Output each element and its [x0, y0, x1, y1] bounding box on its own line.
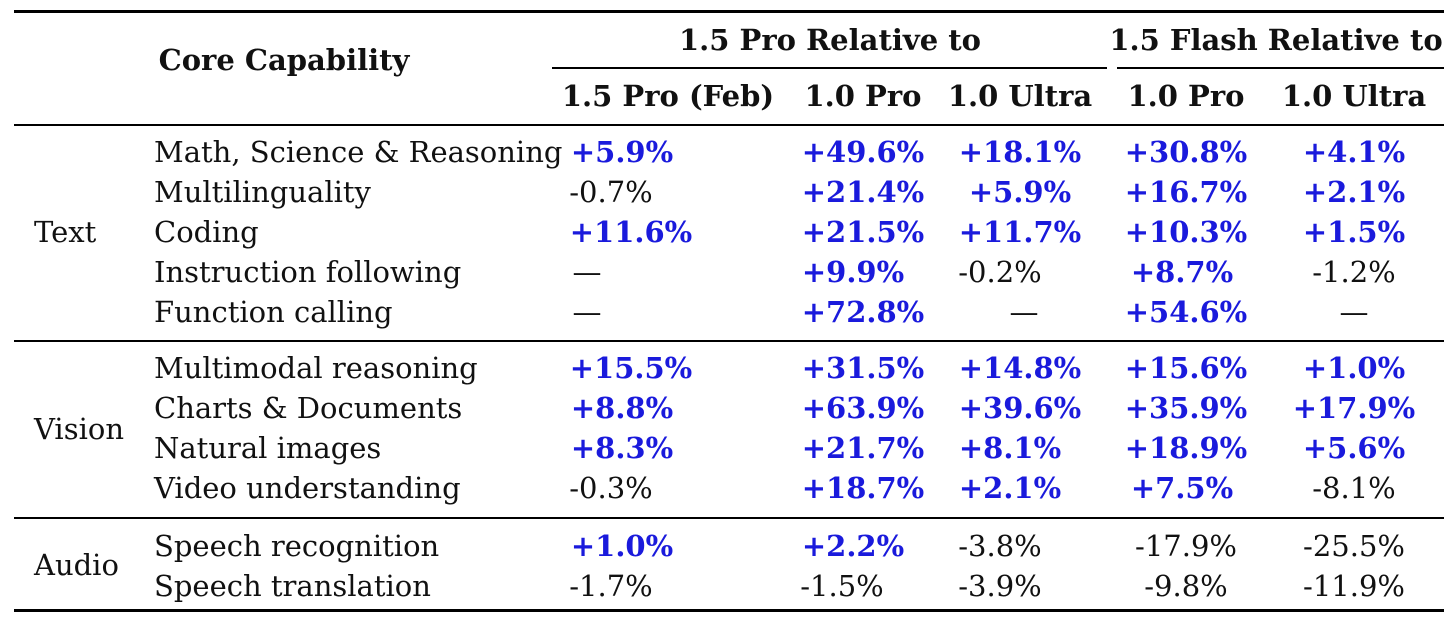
value-cell: -0.2%	[958, 255, 1042, 289]
value-cell: +9.9%	[801, 255, 905, 289]
capability-label: Video understanding	[154, 471, 461, 505]
value-cell: +15.6%	[1124, 351, 1248, 385]
group-flash-underline	[1117, 67, 1444, 69]
value-cell: +1.0%	[1302, 351, 1406, 385]
group-pro-underline	[552, 67, 1107, 69]
value-cell: —	[1339, 295, 1369, 329]
column-header: 1.0 Ultra	[947, 79, 1093, 113]
value-cell: +1.5%	[1302, 215, 1406, 249]
group-header-flash: 1.5 Flash Relative to	[1109, 23, 1443, 57]
capability-label: Charts & Documents	[154, 391, 463, 425]
value-cell: +18.9%	[1124, 431, 1248, 465]
value-cell: -1.7%	[569, 569, 653, 603]
value-cell: +30.8%	[1124, 135, 1248, 169]
value-cell: +21.7%	[801, 431, 925, 465]
capability-label: Multimodal reasoning	[154, 351, 478, 385]
value-cell: +49.6%	[801, 135, 925, 169]
value-cell: —	[572, 255, 602, 289]
capability-label: Math, Science & Reasoning	[154, 135, 563, 169]
value-cell: +2.1%	[1302, 175, 1406, 209]
value-cell: +8.8%	[570, 391, 674, 425]
value-cell: +11.7%	[958, 215, 1082, 249]
section-label-audio: Audio	[34, 548, 119, 582]
value-cell: -0.3%	[569, 471, 653, 505]
value-cell: +21.4%	[801, 175, 925, 209]
value-cell: +63.9%	[801, 391, 925, 425]
column-header: 1.0 Pro	[1127, 79, 1245, 113]
value-cell: -25.5%	[1303, 529, 1405, 563]
value-cell: —	[1009, 295, 1039, 329]
header-rule	[14, 124, 1444, 126]
value-cell: +2.2%	[801, 529, 905, 563]
section-label-vision: Vision	[34, 412, 125, 446]
value-cell: -3.9%	[958, 569, 1042, 603]
value-cell: +5.6%	[1302, 431, 1406, 465]
value-cell: +72.8%	[801, 295, 925, 329]
capability-label: Instruction following	[154, 255, 462, 289]
value-cell: +7.5%	[1130, 471, 1234, 505]
value-cell: +16.7%	[1124, 175, 1248, 209]
value-cell: +18.7%	[801, 471, 925, 505]
value-cell: -0.7%	[569, 175, 653, 209]
value-cell: -9.8%	[1144, 569, 1228, 603]
value-cell: +15.5%	[569, 351, 693, 385]
value-cell: -8.1%	[1312, 471, 1396, 505]
value-cell: +14.8%	[958, 351, 1082, 385]
capability-label: Speech recognition	[154, 529, 440, 563]
value-cell: +39.6%	[958, 391, 1082, 425]
top-rule	[14, 10, 1444, 13]
value-cell: +11.6%	[569, 215, 693, 249]
capability-label: Multilinguality	[154, 175, 371, 209]
value-cell: +5.9%	[968, 175, 1072, 209]
value-cell: +18.1%	[958, 135, 1082, 169]
value-cell: +1.0%	[570, 529, 674, 563]
value-cell: +2.1%	[958, 471, 1062, 505]
column-header: 1.0 Ultra	[1281, 79, 1427, 113]
value-cell: +8.1%	[958, 431, 1062, 465]
value-cell: -17.9%	[1135, 529, 1237, 563]
column-header: 1.5 Pro (Feb)	[561, 79, 775, 113]
group-header-pro: 1.5 Pro Relative to	[679, 23, 981, 57]
section-label-text: Text	[34, 215, 97, 249]
value-cell: +4.1%	[1302, 135, 1406, 169]
value-cell: -1.2%	[1312, 255, 1396, 289]
bottom-rule	[14, 609, 1444, 612]
capability-label: Natural images	[154, 431, 382, 465]
capability-label: Speech translation	[154, 569, 431, 603]
vision-audio-rule	[14, 517, 1444, 519]
capability-label: Coding	[154, 215, 259, 249]
value-cell: -3.8%	[958, 529, 1042, 563]
value-cell: +8.7%	[1130, 255, 1234, 289]
value-cell: —	[572, 295, 602, 329]
value-cell: +35.9%	[1124, 391, 1248, 425]
text-vision-rule	[14, 340, 1444, 342]
value-cell: +5.9%	[570, 135, 674, 169]
value-cell: -11.9%	[1303, 569, 1405, 603]
value-cell: +10.3%	[1124, 215, 1248, 249]
value-cell: -1.5%	[800, 569, 884, 603]
value-cell: +31.5%	[801, 351, 925, 385]
value-cell: +54.6%	[1124, 295, 1248, 329]
value-cell: +21.5%	[801, 215, 925, 249]
capability-label: Function calling	[154, 295, 393, 329]
value-cell: +8.3%	[570, 431, 674, 465]
column-header: 1.0 Pro	[804, 79, 922, 113]
value-cell: +17.9%	[1292, 391, 1416, 425]
core-capability-header: Core Capability	[158, 43, 410, 77]
